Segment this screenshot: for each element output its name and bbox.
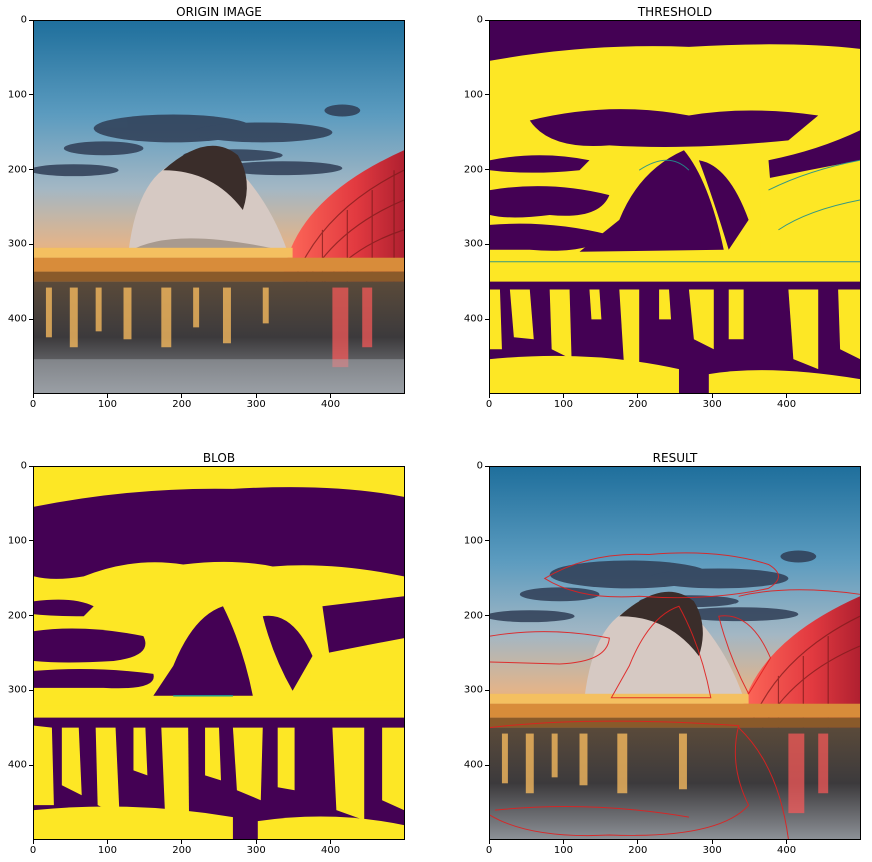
x-tick-mark-result [711, 840, 713, 844]
x-tick-mark-blob [255, 840, 257, 844]
y-tick-mark-threshold [485, 318, 489, 320]
y-tick-mark-result [485, 465, 489, 467]
x-tick-label-blob: 300 [246, 845, 266, 856]
x-tick-mark-origin [32, 394, 34, 398]
x-tick-label-result: 100 [553, 845, 573, 856]
y-tick-mark-blob [29, 615, 33, 617]
x-tick-mark-threshold [786, 394, 788, 398]
y-tick-mark-threshold [485, 94, 489, 96]
x-tick-label-threshold: 0 [485, 399, 493, 410]
y-tick-mark-threshold [485, 243, 489, 245]
y-tick-mark-origin [29, 94, 33, 96]
x-tick-label-blob: 100 [97, 845, 117, 856]
x-tick-mark-result [637, 840, 639, 844]
y-tick-label-blob: 400 [7, 759, 27, 771]
x-tick-label-threshold: 300 [702, 399, 722, 410]
y-tick-mark-origin [29, 243, 33, 245]
y-tick-label-blob: 300 [7, 684, 27, 696]
x-tick-label-result: 300 [702, 845, 722, 856]
y-tick-label-threshold: 200 [463, 164, 483, 176]
blob-contours [490, 552, 860, 839]
y-tick-label-blob: 0 [20, 460, 27, 472]
x-tick-mark-blob [32, 840, 34, 844]
panel-title-result: RESULT [652, 451, 698, 465]
x-tick-mark-threshold [711, 394, 713, 398]
y-tick-label-threshold: 300 [463, 238, 483, 250]
x-tick-label-blob: 200 [172, 845, 192, 856]
x-tick-label-result: 0 [485, 845, 493, 856]
x-tick-label-threshold: 400 [777, 399, 797, 410]
x-tick-mark-blob [181, 840, 183, 844]
origin-image-plot [33, 20, 405, 394]
panel-title-threshold: THRESHOLD [637, 5, 713, 19]
x-tick-mark-origin [106, 394, 108, 398]
threshold-mask [490, 21, 860, 393]
x-tick-label-threshold: 100 [553, 399, 573, 410]
y-tick-mark-threshold [485, 169, 489, 171]
x-tick-mark-origin [330, 394, 332, 398]
x-tick-label-result: 200 [628, 845, 648, 856]
y-tick-label-result: 400 [463, 759, 483, 771]
x-tick-label-threshold: 200 [628, 399, 648, 410]
y-tick-label-result: 200 [463, 610, 483, 622]
y-tick-mark-result [485, 764, 489, 766]
y-tick-label-result: 0 [476, 460, 483, 472]
y-tick-mark-blob [29, 764, 33, 766]
x-tick-mark-origin [255, 394, 257, 398]
blob-mask [34, 467, 404, 839]
x-tick-mark-origin [181, 394, 183, 398]
x-tick-label-blob: 400 [321, 845, 341, 856]
threshold-plot [489, 20, 861, 394]
x-tick-mark-threshold [562, 394, 564, 398]
origin-image-photo [34, 21, 404, 393]
x-tick-label-origin: 0 [29, 399, 37, 410]
x-tick-mark-blob [330, 840, 332, 844]
x-tick-label-origin: 400 [321, 399, 341, 410]
y-tick-label-threshold: 100 [463, 89, 483, 101]
y-tick-label-threshold: 400 [463, 313, 483, 325]
x-tick-label-origin: 100 [97, 399, 117, 410]
y-tick-mark-result [485, 615, 489, 617]
x-tick-mark-result [562, 840, 564, 844]
y-tick-label-origin: 100 [7, 89, 27, 101]
x-tick-mark-threshold [488, 394, 490, 398]
x-tick-label-blob: 0 [29, 845, 37, 856]
y-tick-mark-origin [29, 169, 33, 171]
blob-plot [33, 466, 405, 840]
y-tick-label-blob: 200 [7, 610, 27, 622]
y-tick-mark-result [485, 540, 489, 542]
y-tick-mark-result [485, 689, 489, 691]
x-tick-label-result: 400 [777, 845, 797, 856]
x-tick-mark-threshold [637, 394, 639, 398]
x-tick-mark-result [786, 840, 788, 844]
y-tick-label-result: 300 [463, 684, 483, 696]
y-tick-label-origin: 0 [20, 14, 27, 26]
x-tick-label-origin: 200 [172, 399, 192, 410]
result-photo [490, 467, 860, 839]
x-tick-mark-result [488, 840, 490, 844]
y-tick-label-threshold: 0 [476, 14, 483, 26]
y-tick-label-origin: 400 [7, 313, 27, 325]
x-tick-label-origin: 300 [246, 399, 266, 410]
y-tick-label-blob: 100 [7, 535, 27, 547]
y-tick-mark-origin [29, 318, 33, 320]
y-tick-label-origin: 200 [7, 164, 27, 176]
panel-title-origin: ORIGIN IMAGE [176, 5, 262, 19]
y-tick-mark-origin [29, 19, 33, 21]
y-tick-mark-blob [29, 540, 33, 542]
y-tick-label-origin: 300 [7, 238, 27, 250]
result-plot [489, 466, 861, 840]
panel-title-blob: BLOB [202, 451, 236, 465]
y-tick-mark-threshold [485, 19, 489, 21]
y-tick-mark-blob [29, 689, 33, 691]
x-tick-mark-blob [106, 840, 108, 844]
y-tick-mark-blob [29, 465, 33, 467]
y-tick-label-result: 100 [463, 535, 483, 547]
